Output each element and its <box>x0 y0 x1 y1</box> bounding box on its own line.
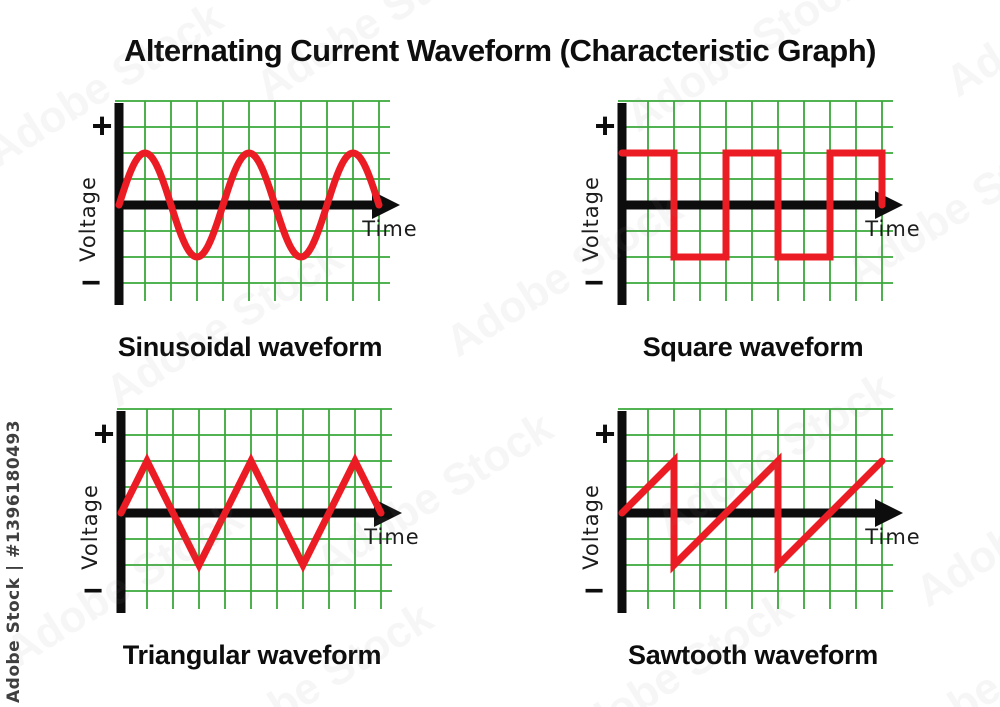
panel-triangular: + − Voltage Time Triangular waveform <box>74 403 430 671</box>
plus-sign: + <box>91 105 112 146</box>
minus-sign: − <box>83 572 103 610</box>
plus-sign: + <box>93 413 114 454</box>
panel-caption: Square waveform <box>642 332 864 362</box>
panel-caption: Sawtooth waveform <box>628 640 878 670</box>
page-title: Alternating Current Waveform (Characteri… <box>124 33 876 68</box>
time-axis-label: Time <box>864 525 920 549</box>
voltage-axis-label: Voltage <box>579 484 603 570</box>
voltage-axis-label: Voltage <box>76 176 100 262</box>
minus-sign: − <box>584 572 604 610</box>
time-axis <box>115 200 374 210</box>
time-axis-label: Time <box>864 217 920 241</box>
square-wave <box>618 149 886 261</box>
panel-caption: Sinusoidal waveform <box>117 332 383 362</box>
square-plot: + −Voltage Time <box>579 100 920 305</box>
sine-wave <box>115 149 383 261</box>
time-axis-label: Time <box>363 525 419 549</box>
voltage-axis-label: Voltage <box>78 484 102 570</box>
panel-caption: Triangular waveform <box>122 640 382 670</box>
sine-plot: + −Voltage Time <box>76 100 417 305</box>
time-axis-label: Time <box>361 217 417 241</box>
minus-sign: − <box>584 264 604 302</box>
voltage-axis-label: Voltage <box>579 176 603 262</box>
time-axis <box>618 508 877 518</box>
sawtooth-plot: + −Voltage Time <box>579 408 920 613</box>
time-axis <box>618 200 877 210</box>
time-axis <box>117 508 376 518</box>
triangle-plot: + −Voltage Time <box>78 408 419 613</box>
sawtooth-wave <box>618 452 886 574</box>
plus-sign: + <box>594 413 615 454</box>
plus-sign: + <box>594 105 615 146</box>
panel-sawtooth: + − Voltage Time Sawtooth waveform <box>575 403 931 671</box>
triangle-wave <box>117 453 385 573</box>
minus-sign: − <box>81 264 101 302</box>
stock-watermark-id: Adobe Stock | #1396180493 <box>4 419 24 703</box>
panel-sinusoidal: + − Voltage Time Sinusoidal waveform <box>72 95 428 363</box>
time-axis-arrowhead <box>875 499 903 527</box>
panel-square: + − Voltage Time Square waveform <box>575 95 931 363</box>
